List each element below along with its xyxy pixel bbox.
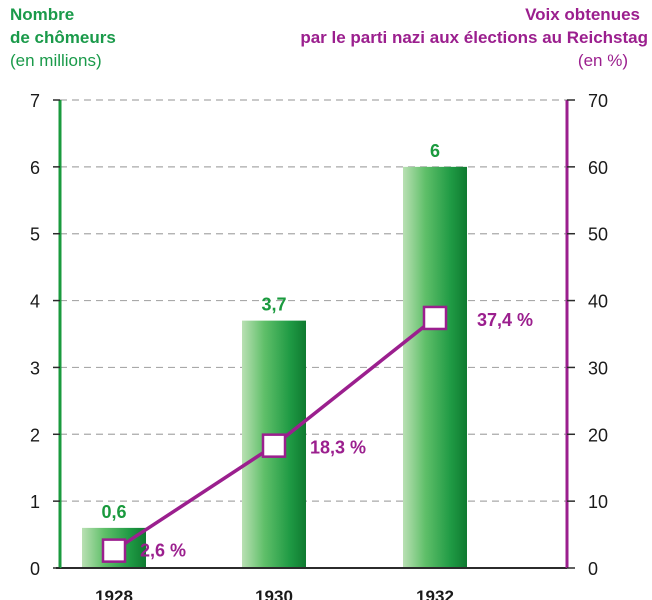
left-axis-title-1: Nombre [10, 5, 74, 24]
left-axis-tick-label: 7 [30, 91, 40, 111]
vote-point-label: 37,4 % [477, 310, 533, 330]
bar [403, 166, 467, 568]
line-series: 2,6 % 18,3 % 37,4 % [101, 305, 533, 563]
right-axis-tick-label: 30 [588, 358, 608, 378]
left-axis-tick-label: 4 [30, 292, 40, 312]
right-axis-tick-label: 20 [588, 425, 608, 445]
left-axis-tick-label: 3 [30, 358, 40, 378]
right-axis-title-2: par le parti nazi aux élections au Reich… [300, 28, 648, 47]
vote-point-marker [101, 538, 127, 563]
left-axis-tick-label: 2 [30, 425, 40, 445]
vote-point-marker [422, 305, 448, 331]
vote-point-label: 2,6 % [140, 541, 186, 561]
right-axis-tick-label: 70 [588, 91, 608, 111]
category-label: 1928 [95, 587, 133, 600]
right-axis-title-1: Voix obtenues [525, 5, 640, 24]
right-axis-tick-label: 0 [588, 559, 598, 579]
left-axis-tick-label: 5 [30, 225, 40, 245]
left-axis-tick-label: 0 [30, 559, 40, 579]
left-axis-title-3: (en millions) [10, 51, 102, 70]
left-axis-tick-label: 1 [30, 492, 40, 512]
left-axis-tick-label: 6 [30, 158, 40, 178]
right-axis-tick-label: 50 [588, 225, 608, 245]
bar-value-label: 3,7 [261, 295, 286, 315]
category-label: 1930 [255, 587, 293, 600]
bar-series: 0,6 3,7 6 [82, 141, 467, 568]
category-label: 1932 [416, 587, 454, 600]
vote-point-label: 18,3 % [310, 438, 366, 458]
left-axis-title-2: de chômeurs [10, 28, 116, 47]
grid-lines [60, 99, 567, 502]
right-axis-tick-label: 60 [588, 158, 608, 178]
bar-value-label: 0,6 [101, 502, 126, 522]
right-axis-tick-label: 40 [588, 292, 608, 312]
right-axis-tick-label: 10 [588, 492, 608, 512]
bar-value-label: 6 [430, 141, 440, 161]
vote-point-marker [261, 433, 287, 458]
right-axis-title-3: (en %) [578, 51, 628, 70]
